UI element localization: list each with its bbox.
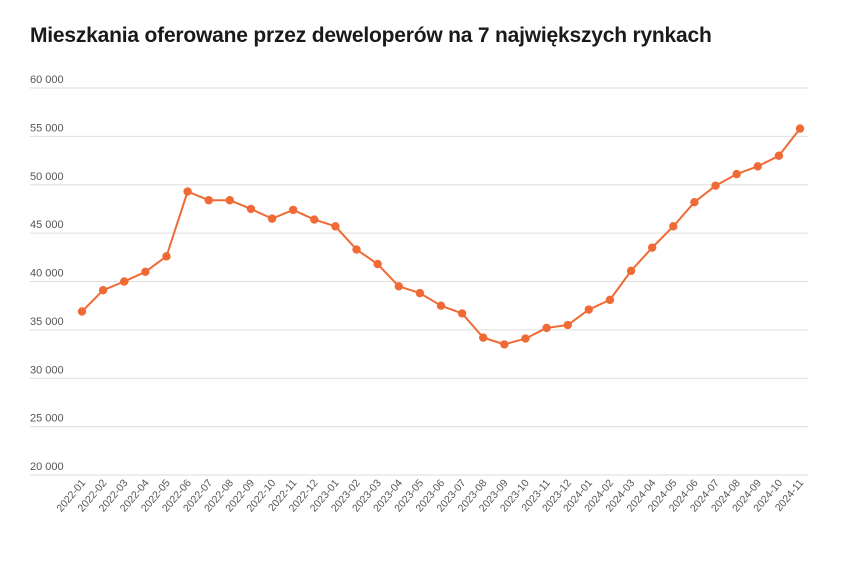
data-point [162, 252, 171, 261]
data-point [331, 222, 340, 231]
data-point [647, 243, 657, 252]
series [77, 124, 805, 349]
y-tick-label: 60 000 [30, 74, 64, 86]
data-point [267, 214, 277, 223]
data-point [542, 323, 551, 333]
chart-title: Mieszkania oferowane przez deweloperów n… [30, 24, 712, 47]
data-point [457, 309, 467, 318]
data-point [141, 267, 150, 277]
series-line [81, 128, 801, 346]
data-point [732, 169, 741, 179]
data-point [584, 305, 594, 314]
data-point [120, 277, 129, 286]
data-point [711, 181, 720, 190]
y-tick-label: 20 000 [30, 461, 64, 473]
data-point [225, 196, 235, 205]
data-point [373, 259, 382, 269]
y-axis-ticks: 20 000 25 000 30 000 35 000 40 000 45 000 50 0… [30, 74, 64, 473]
data-point [690, 197, 699, 207]
data-point [795, 124, 805, 133]
data-point [415, 288, 425, 298]
data-point [479, 333, 488, 342]
data-point [669, 222, 678, 231]
data-point [98, 286, 108, 295]
y-tick-label: 55 000 [30, 122, 64, 134]
data-point [753, 162, 762, 171]
data-point [394, 282, 403, 291]
data-point [77, 307, 87, 316]
y-tick-label: 45 000 [30, 219, 64, 231]
data-point [436, 301, 446, 310]
data-point [563, 320, 572, 330]
y-tick-label: 30 000 [30, 364, 64, 376]
y-tick-label: 40 000 [30, 268, 64, 280]
data-point [183, 187, 192, 196]
data-point [605, 295, 615, 305]
y-tick-label: 50 000 [30, 171, 64, 183]
data-point [310, 215, 319, 224]
data-point [500, 340, 509, 349]
data-point [626, 266, 636, 276]
data-point [246, 204, 256, 214]
data-point [521, 334, 530, 343]
data-point [774, 151, 784, 160]
y-tick-label: 35 000 [30, 316, 64, 328]
grid-lines [30, 87, 808, 476]
y-tick-label: 25 000 [30, 413, 64, 425]
data-point [288, 205, 298, 215]
x-axis-ticks: 2022-012022-022022-032022-042022-052022-… [54, 477, 806, 514]
data-point [204, 196, 213, 205]
data-point [352, 245, 361, 254]
